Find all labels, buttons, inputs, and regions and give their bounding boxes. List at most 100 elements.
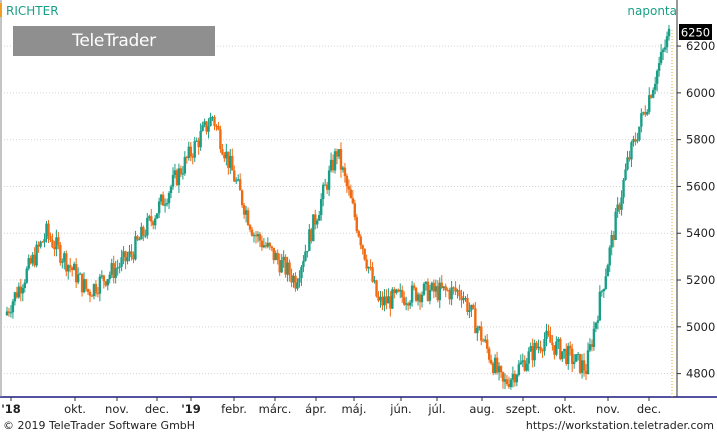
candle-down: [559, 338, 562, 360]
candle-up: [341, 167, 345, 170]
candle-up: [78, 273, 82, 275]
candle-up: [533, 342, 536, 361]
candle-down: [15, 292, 19, 298]
candle-down: [314, 214, 317, 225]
x-tick-label: ápr.: [305, 402, 327, 416]
candle-up: [280, 260, 283, 273]
candle-up: [511, 373, 515, 380]
candle-up: [323, 184, 327, 186]
candle-up: [391, 289, 394, 309]
candle-down: [547, 330, 550, 335]
candle-up: [106, 279, 109, 286]
candle-up: [118, 266, 121, 268]
candle-up: [373, 280, 376, 282]
candle-up: [337, 149, 341, 157]
candle-up: [173, 170, 177, 175]
candle-up: [663, 47, 667, 50]
candle-down: [189, 146, 192, 157]
candle-down: [474, 308, 477, 334]
candle-down: [104, 281, 107, 286]
candle-up: [395, 289, 398, 293]
candle-up: [92, 284, 96, 297]
candle-down: [487, 348, 491, 360]
candle-up: [478, 326, 481, 328]
candle-up: [237, 179, 240, 181]
candle-up: [399, 290, 402, 292]
candle-down: [426, 281, 430, 301]
candle-up: [157, 201, 161, 214]
candle-up: [120, 257, 123, 267]
candle-down: [584, 370, 588, 374]
candle-up: [55, 237, 58, 250]
candle-down: [501, 372, 505, 382]
candle-down: [335, 151, 339, 157]
candle-down: [272, 247, 275, 261]
candle-up: [63, 253, 66, 262]
x-tick-label: febr.: [221, 402, 247, 416]
x-tick-label: dec.: [145, 402, 169, 416]
candle-down: [179, 168, 183, 175]
candle-up: [387, 296, 390, 304]
svg-text:6250: 6250: [681, 26, 710, 40]
candle-up: [183, 156, 187, 174]
x-tick-label: aug.: [469, 402, 494, 416]
candle-up: [456, 290, 459, 292]
candle-up: [27, 258, 30, 269]
candle-up: [201, 125, 204, 131]
candle-up: [525, 363, 528, 371]
y-tick-label: 5200: [686, 273, 715, 287]
candle-up: [312, 214, 315, 242]
candle-down: [233, 170, 236, 182]
candle-down: [215, 125, 218, 127]
candle-up: [574, 354, 578, 362]
interval-label: naponta: [627, 4, 677, 18]
source-url[interactable]: https://workstation.teletrader.com: [525, 419, 714, 432]
candle-up: [9, 312, 13, 314]
candle-down: [491, 363, 495, 373]
candle-up: [606, 265, 609, 277]
candle-down: [389, 296, 392, 309]
candle-up: [318, 215, 321, 221]
x-tick-label: '19: [181, 402, 201, 416]
candle-up: [626, 157, 629, 170]
candle-up: [665, 36, 669, 48]
candle-up: [181, 173, 185, 175]
candle-down: [7, 311, 11, 313]
candle-up: [630, 142, 633, 160]
candle-up: [503, 379, 507, 382]
candle-up: [416, 294, 420, 301]
candle-down: [436, 286, 439, 301]
candle-down: [278, 260, 281, 273]
candle-up: [110, 263, 113, 275]
candle-up: [476, 327, 479, 334]
candle-down: [618, 204, 621, 210]
candle-up: [527, 351, 530, 364]
candle-up: [321, 184, 325, 200]
candle-down: [41, 241, 44, 243]
candle-down: [507, 384, 511, 388]
candle-down: [191, 156, 194, 158]
candle-down: [142, 226, 145, 236]
candle-down: [357, 231, 360, 237]
candle-down: [363, 248, 366, 260]
candle-up: [126, 257, 129, 262]
candle-down: [448, 290, 451, 300]
candle-up: [438, 282, 441, 301]
candle-up: [632, 139, 635, 143]
candle-up: [282, 256, 285, 261]
candle-up: [154, 218, 157, 226]
candle-up: [624, 169, 627, 180]
candle-up: [642, 112, 645, 114]
candle-down: [412, 285, 416, 288]
candle-up: [655, 70, 659, 84]
candle-down: [185, 156, 189, 158]
candle-down: [489, 359, 493, 364]
candle-up: [286, 262, 289, 275]
candle-down: [152, 221, 155, 226]
candle-up: [100, 275, 104, 277]
candle-down: [351, 198, 355, 204]
candle-down: [88, 291, 92, 296]
candle-up: [177, 168, 181, 186]
candle-up: [646, 111, 649, 115]
